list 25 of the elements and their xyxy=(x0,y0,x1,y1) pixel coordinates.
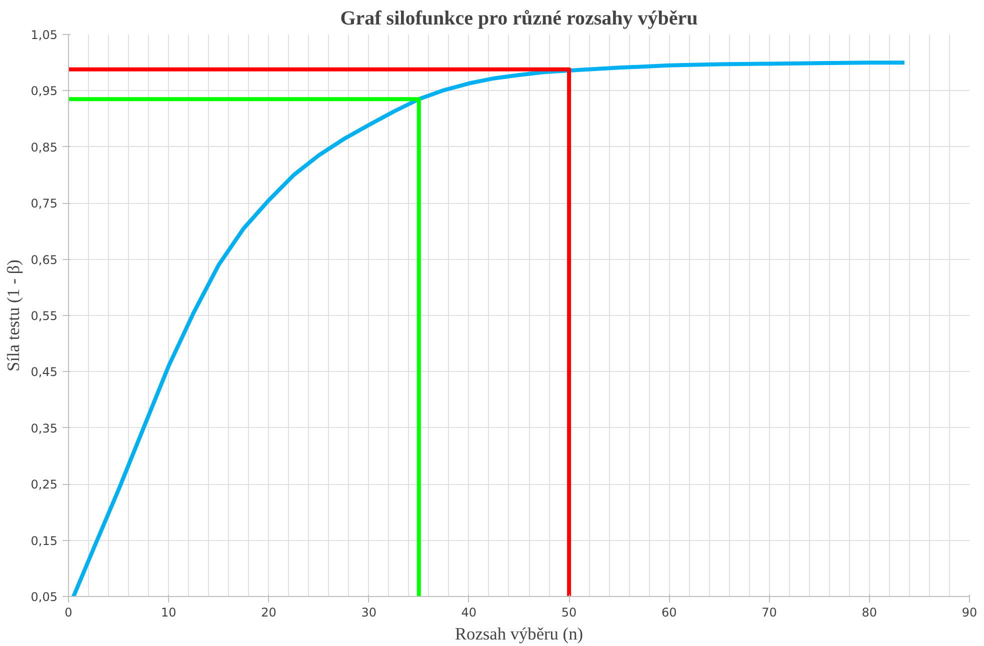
y-tick-label: 0,35 xyxy=(30,421,58,436)
y-tick-label: 0,45 xyxy=(30,365,58,380)
y-tick-label: 0,05 xyxy=(30,590,58,604)
y-tick-label: 0,25 xyxy=(30,478,58,492)
x-tick-label: 90 xyxy=(962,606,978,620)
x-tick-label: 40 xyxy=(461,606,477,620)
x-tick-label: 0 xyxy=(64,606,72,620)
x-tick-label: 60 xyxy=(662,606,677,620)
chart-title: Graf silofunkce pro různé rozsahy výběru xyxy=(340,8,698,30)
x-tick-label: 30 xyxy=(361,606,376,620)
y-tick-label: 0,75 xyxy=(30,196,58,211)
x-axis-title: Rozsah výběru (n) xyxy=(455,624,584,644)
y-axis-title: Síla testu (1 - β) xyxy=(4,259,23,372)
y-tick-label: 0,55 xyxy=(30,309,58,323)
y-tick-label: 0,95 xyxy=(30,84,58,98)
x-tick-label: 80 xyxy=(862,606,878,620)
x-tick-label: 10 xyxy=(160,606,176,620)
x-tick-label: 20 xyxy=(261,606,276,620)
y-tick-label: 0,15 xyxy=(30,534,58,548)
x-tick-label: 70 xyxy=(762,606,777,620)
x-tick-label: 50 xyxy=(561,606,577,620)
line-series xyxy=(72,60,906,596)
y-tick-label: 1,05 xyxy=(30,28,58,42)
y-tick-label: 0,85 xyxy=(30,140,58,154)
y-tick-label: 0,65 xyxy=(30,252,58,267)
